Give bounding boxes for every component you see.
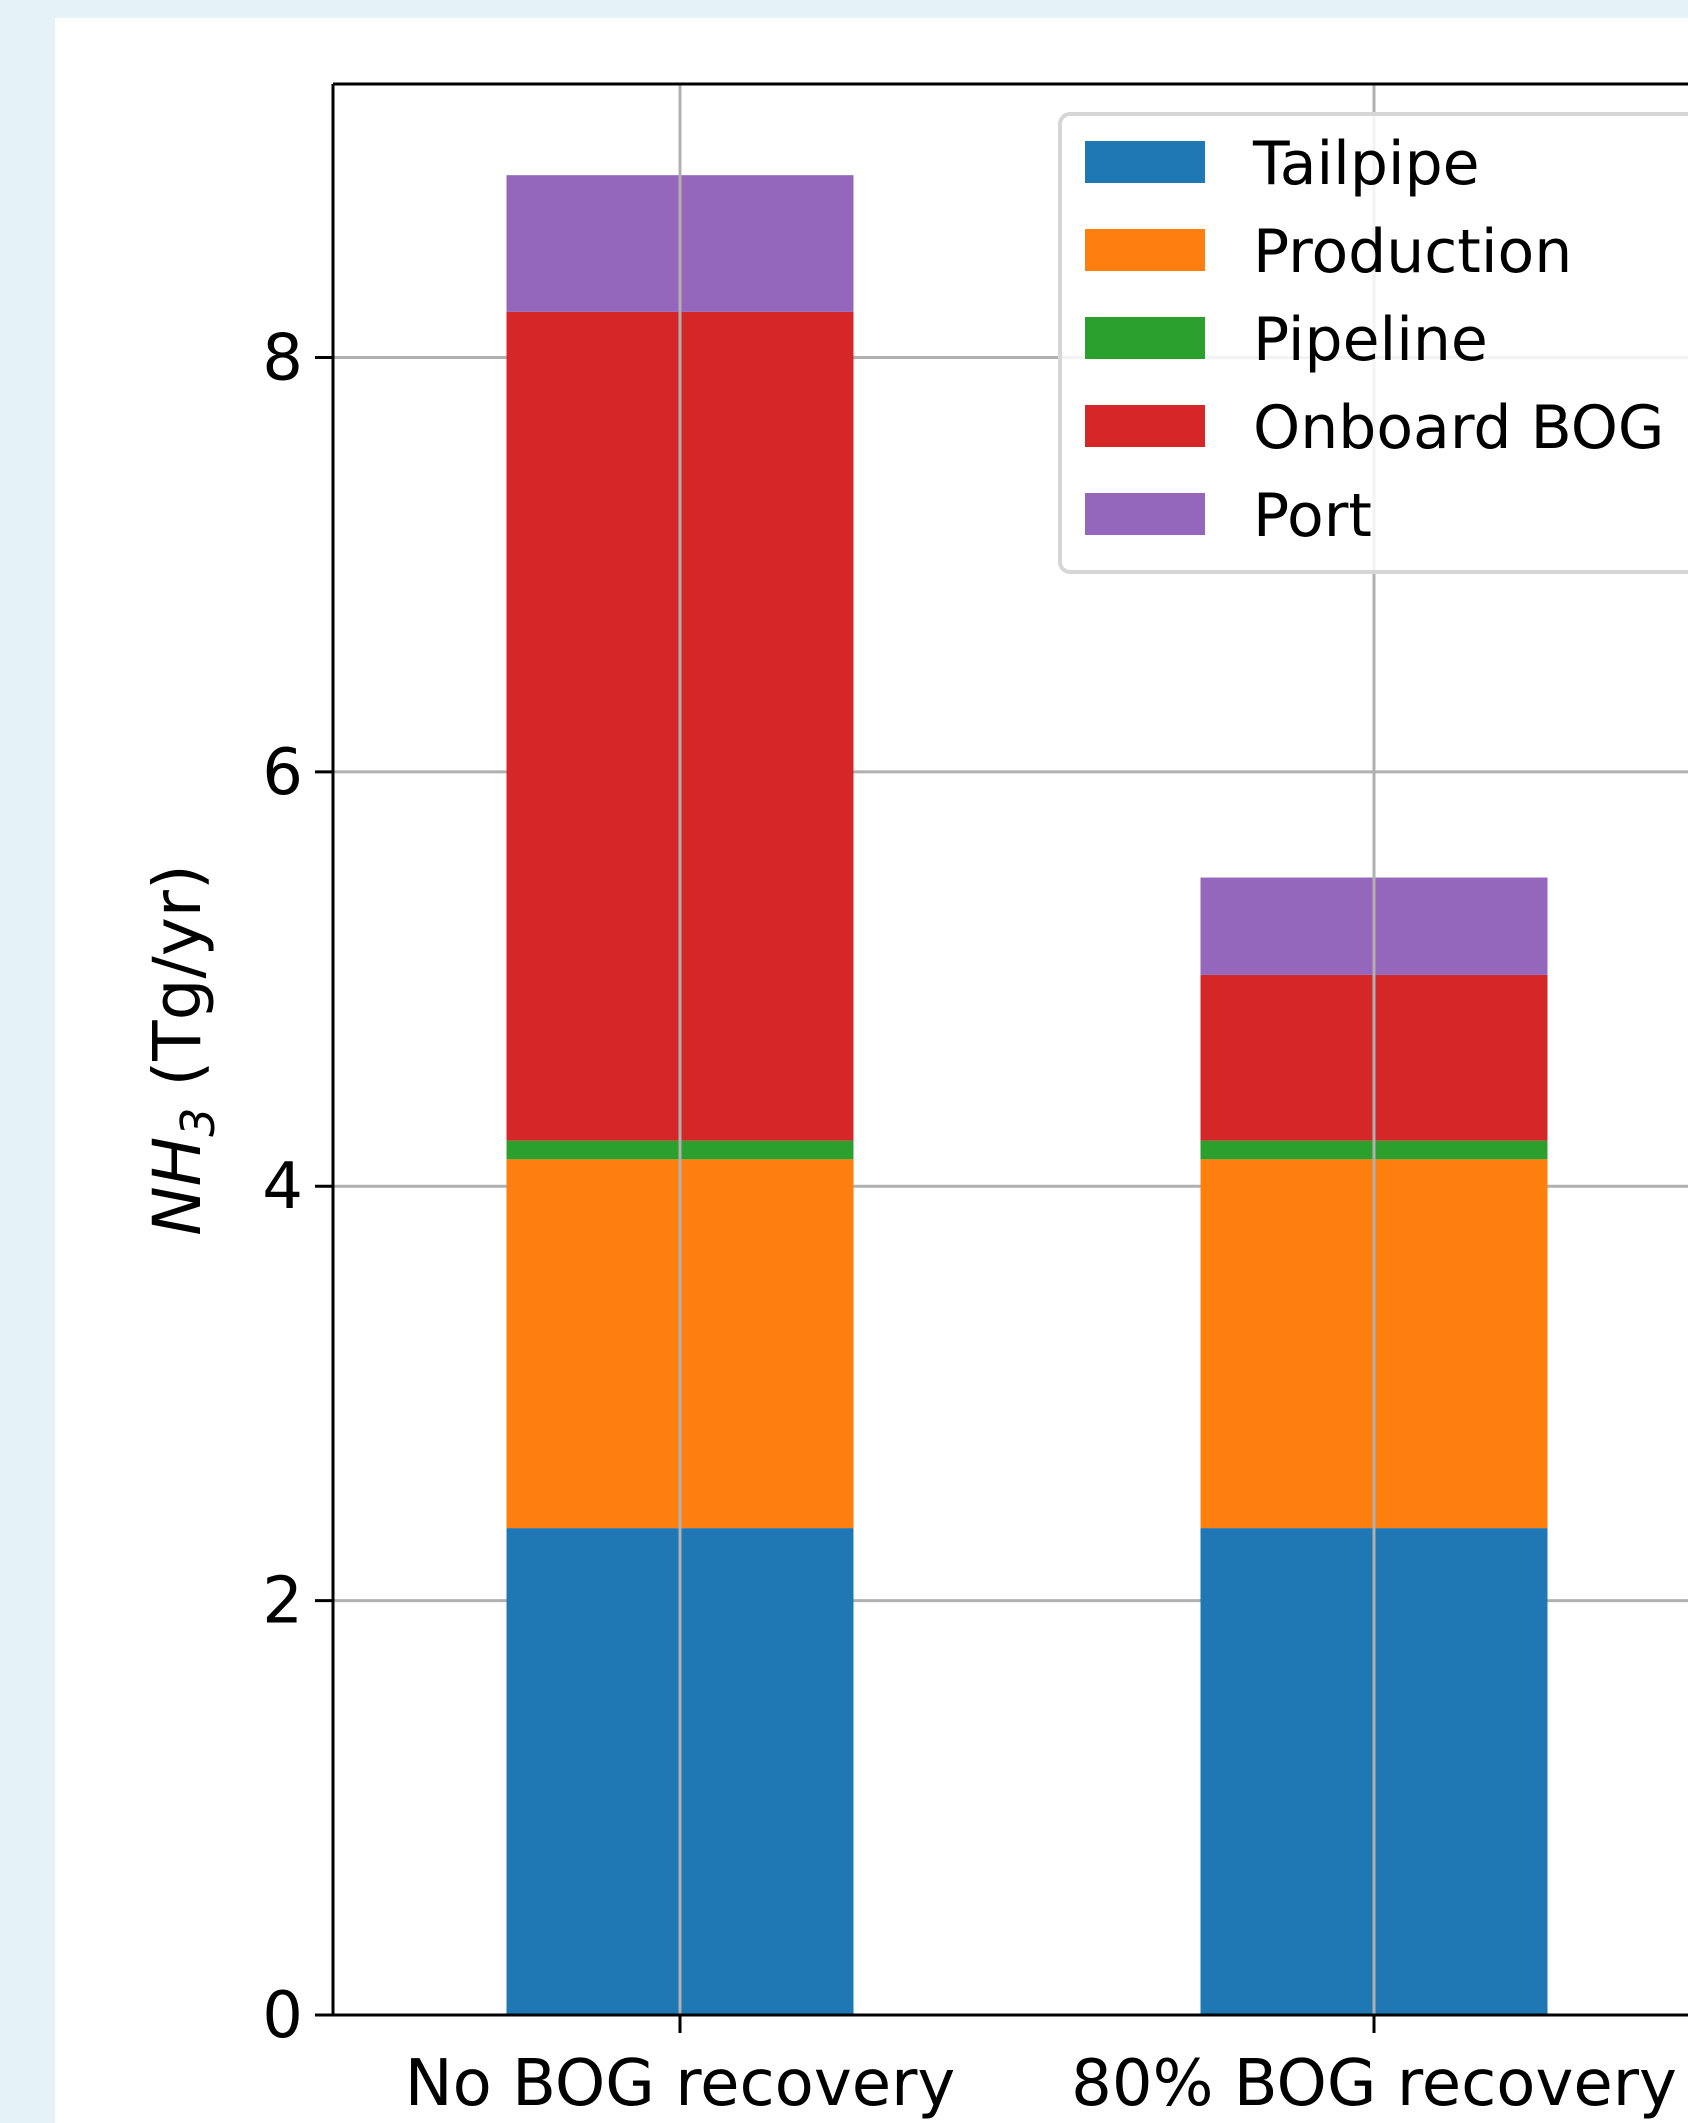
y-tick-label: 4 [262, 1150, 303, 1224]
legend-swatch [1085, 141, 1205, 183]
y-axis-label-sub: 3 [171, 1107, 225, 1136]
y-tick-label: 0 [262, 1979, 303, 2053]
legend-label: Port [1253, 481, 1372, 551]
legend-swatch [1085, 317, 1205, 359]
y-tick-label: 8 [262, 321, 303, 395]
y-tick-label: 6 [262, 736, 303, 810]
y-axis-label-unit: (Tg/yr) [139, 864, 216, 1107]
legend-label: Production [1253, 217, 1572, 287]
y-axis-label-base: NH [139, 1137, 216, 1236]
x-tick-label: No BOG recovery [405, 2047, 956, 2121]
y-tick-label: 2 [262, 1565, 303, 1639]
axes [331, 82, 1688, 2017]
legend-label: Onboard BOG [1253, 393, 1664, 463]
legend: Tailpipe Production Pipeline Onboard BOG Por… [1058, 112, 1688, 574]
legend-label: Tailpipe [1252, 129, 1480, 199]
legend-swatch [1085, 493, 1205, 535]
ticks: 0 2 4 6 8 No BOG recovery 80% BOG recovery [262, 321, 1677, 2121]
y-axis-label: NH3 (Tg/yr) [139, 864, 225, 1235]
legend-label: Pipeline [1253, 305, 1488, 375]
legend-swatch [1085, 229, 1205, 271]
x-tick-label: 80% BOG recovery [1071, 2047, 1677, 2121]
legend-box [1058, 112, 1688, 574]
legend-swatch [1085, 405, 1205, 447]
